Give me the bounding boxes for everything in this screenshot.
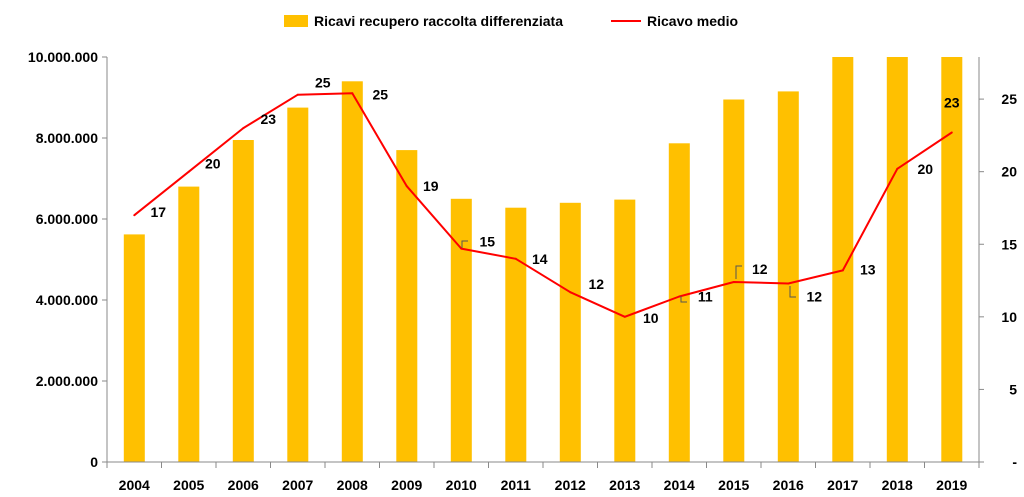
x-tick-label: 2008 bbox=[337, 477, 368, 493]
bar bbox=[777, 91, 799, 463]
x-tick-label: 2010 bbox=[446, 477, 477, 493]
line-data-label: 23 bbox=[944, 95, 960, 111]
line-data-label: 23 bbox=[261, 111, 277, 127]
line-point bbox=[732, 281, 735, 283]
line-point bbox=[623, 315, 626, 318]
line-data-label: 12 bbox=[752, 261, 768, 277]
x-tick-label: 2004 bbox=[119, 477, 150, 493]
data-label-leader bbox=[680, 296, 687, 303]
bar bbox=[559, 202, 581, 463]
bar bbox=[341, 81, 363, 463]
line-point bbox=[242, 127, 245, 130]
x-tick-label: 2007 bbox=[282, 477, 313, 493]
y-right-tick-label: 25 bbox=[1001, 91, 1017, 107]
bar bbox=[232, 140, 254, 462]
x-tick-label: 2012 bbox=[555, 477, 586, 493]
x-tick-label: 2013 bbox=[609, 477, 640, 493]
y-left-tick-label: 8.000.000 bbox=[36, 130, 98, 146]
line-data-label: 20 bbox=[205, 156, 221, 172]
x-tick-label: 2011 bbox=[501, 477, 532, 493]
line-data-label: 20 bbox=[918, 161, 934, 177]
line-data-label: 25 bbox=[315, 75, 331, 91]
y-right-tick-label: 20 bbox=[1001, 164, 1017, 180]
bar bbox=[178, 186, 200, 462]
line-point bbox=[514, 257, 517, 260]
line-data-label: 15 bbox=[480, 234, 496, 250]
y-left-tick-label: 4.000.000 bbox=[36, 292, 98, 308]
line-point bbox=[460, 247, 463, 250]
x-tick-label: 2005 bbox=[173, 477, 204, 493]
line-series bbox=[133, 92, 953, 318]
data-label-leader bbox=[789, 286, 796, 298]
line-data-label: 19 bbox=[423, 178, 439, 194]
y-left-tick-label: 10.000.000 bbox=[28, 49, 98, 65]
x-tick-label: 2006 bbox=[228, 477, 259, 493]
data-labels: 17 20 23 25 25 19 15 14 12 10 11 12 12 13 20 23 bbox=[151, 75, 960, 326]
axes: 0 2.000.000 4.000.000 6.000.000 8.000.000 10.… bbox=[28, 49, 1017, 493]
y-left-tick-label: 6.000.000 bbox=[36, 211, 98, 227]
line-data-label: 12 bbox=[589, 276, 605, 292]
line-data-label: 13 bbox=[860, 261, 876, 277]
line-data-label: 25 bbox=[373, 86, 389, 102]
y-left-tick-label: 2.000.000 bbox=[36, 373, 98, 389]
bar bbox=[832, 57, 854, 462]
legend-label-bar: Ricavi recupero raccolta differenziata bbox=[314, 13, 563, 29]
legend-label-line: Ricavo medio bbox=[647, 13, 738, 29]
legend-swatch-bar bbox=[284, 15, 308, 27]
bar bbox=[123, 234, 145, 462]
y-right-tick-label: 15 bbox=[1001, 236, 1017, 252]
bar bbox=[287, 107, 309, 462]
line-point bbox=[841, 269, 844, 272]
x-tick-label: 2016 bbox=[773, 477, 804, 493]
line-data-label: 14 bbox=[532, 251, 548, 267]
line-point bbox=[133, 214, 136, 217]
line-path bbox=[133, 92, 953, 318]
bar bbox=[396, 150, 418, 462]
bar bbox=[668, 143, 690, 463]
line-data-label: 11 bbox=[698, 289, 713, 305]
line-data-label: 17 bbox=[151, 204, 167, 220]
x-tick-label: 2014 bbox=[664, 477, 695, 493]
x-tick-label: 2019 bbox=[936, 477, 967, 493]
line-point bbox=[405, 185, 408, 188]
x-tick-label: 2018 bbox=[882, 477, 913, 493]
y-right-tick-label: 5 bbox=[1009, 381, 1017, 397]
bar bbox=[614, 199, 636, 462]
line-point bbox=[187, 170, 190, 173]
x-tick-label: 2017 bbox=[827, 477, 858, 493]
line-data-label: 12 bbox=[807, 289, 823, 305]
line-point bbox=[296, 93, 299, 96]
bar bbox=[450, 198, 472, 463]
line-point bbox=[896, 167, 899, 170]
bar bbox=[505, 207, 527, 462]
data-label-leader bbox=[461, 240, 468, 248]
line-point bbox=[950, 131, 953, 134]
data-label-leader bbox=[735, 265, 742, 279]
bar-series bbox=[123, 57, 963, 463]
legend: Ricavi recupero raccolta differenziata Ri… bbox=[284, 13, 738, 29]
line-point bbox=[787, 282, 790, 285]
bar bbox=[941, 57, 963, 462]
bar bbox=[723, 99, 745, 462]
bar bbox=[886, 57, 908, 462]
line-point bbox=[351, 92, 354, 95]
y-right-tick-label: - bbox=[1012, 454, 1017, 470]
x-tick-label: 2015 bbox=[718, 477, 749, 493]
y-left-tick-label: 0 bbox=[90, 454, 98, 470]
y-right-tick-label: 10 bbox=[1001, 309, 1017, 325]
line-data-label: 10 bbox=[643, 310, 659, 326]
x-tick-label: 2009 bbox=[391, 477, 422, 493]
line-point bbox=[569, 291, 572, 294]
line-point bbox=[678, 295, 681, 298]
